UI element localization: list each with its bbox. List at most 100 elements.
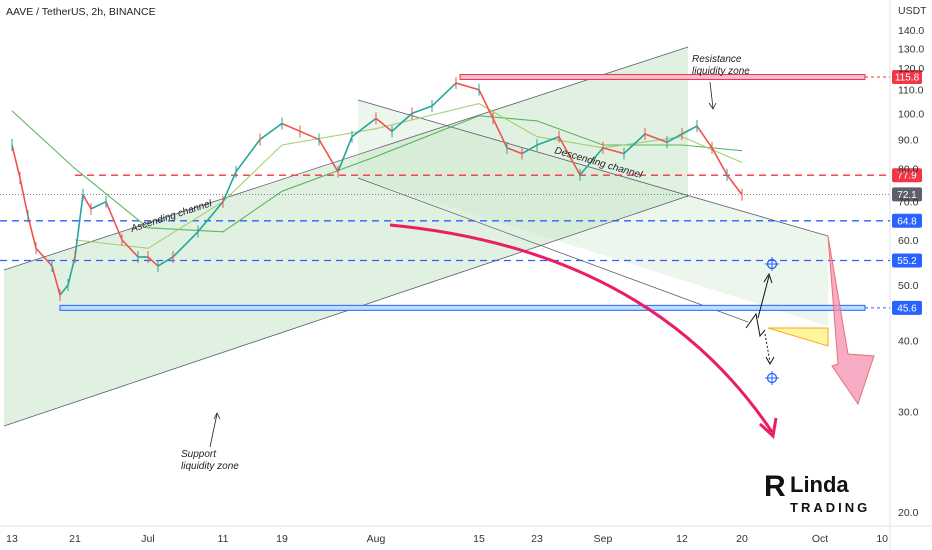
price-segment-39	[623, 133, 646, 155]
price-segment-34	[521, 144, 538, 155]
ascending-channel-top	[3, 46, 689, 271]
logo-monogram: R	[764, 470, 786, 503]
price-segment-6	[59, 284, 69, 296]
resistance-pointer-head	[708, 102, 717, 110]
y-tick-9: 50.0	[898, 280, 919, 292]
x-tick-7: 23	[531, 533, 543, 545]
scenario-zigzag	[745, 312, 766, 338]
projection-arrow	[827, 235, 875, 406]
logo-name: Linda	[790, 472, 849, 497]
bearish-curve-arrowhead	[758, 417, 778, 439]
y-tick-4: 100.0	[898, 108, 924, 120]
chart-title: AAVE / TetherUS, 2h, BINANCE	[6, 6, 156, 18]
ascending-channel-bottom	[3, 195, 689, 427]
level-45-6-tag	[892, 300, 922, 315]
x-tick-0: 13	[6, 533, 18, 545]
level-45-6-tag-label: 45.6	[897, 303, 917, 314]
y-tick-0: 140.0	[898, 25, 924, 37]
price-segment-4	[35, 247, 53, 267]
x-tick-8: Sep	[594, 533, 613, 545]
level-115-8-tag	[892, 70, 922, 85]
price-segment-11	[105, 201, 123, 241]
price-segment-7	[67, 256, 76, 286]
scenario-up-arrowhead	[763, 272, 773, 284]
price-segment-29	[431, 82, 457, 107]
x-tick-11: Oct	[812, 533, 828, 545]
resistance-pointer	[709, 81, 714, 109]
level-115-8-tag-label: 115.8	[895, 73, 920, 84]
y-tick-1: 130.0	[898, 43, 924, 55]
price-segment-38	[602, 147, 625, 155]
price-segment-35	[536, 135, 560, 146]
y-tick-8: 60.0	[898, 235, 919, 247]
scenario-up-arrow	[757, 275, 770, 319]
price-segment-42	[681, 125, 698, 135]
x-tick-3: 11	[218, 533, 229, 545]
moving-average-2	[74, 103, 743, 249]
price-segment-25	[351, 117, 377, 138]
price-segment-33	[506, 147, 523, 155]
support-zone-label-line1: Support	[181, 449, 217, 460]
logo-tagline: TRADING	[790, 500, 870, 515]
price-segment-40	[644, 133, 668, 143]
price-segment-27	[391, 112, 413, 132]
y-tick-6: 80.0	[898, 164, 919, 176]
price-segment-14	[147, 256, 159, 267]
y-tick-2: 120.0	[898, 63, 924, 75]
price-segment-37	[579, 147, 604, 176]
x-tick-12: 10	[876, 533, 888, 545]
x-tick-6: 15	[473, 533, 485, 545]
scenario-down-arrowhead	[765, 356, 775, 366]
level-55-2-tag-label: 55.2	[897, 256, 917, 267]
price-segment-44	[711, 147, 728, 176]
price-segment-3	[27, 216, 37, 249]
price-segment-36	[558, 136, 581, 176]
price-segment-9	[82, 194, 92, 210]
level-77-9-tag	[892, 168, 922, 183]
level-115-8-zone	[459, 74, 866, 81]
x-tick-2: Jul	[141, 533, 154, 545]
price-segment-31	[478, 89, 494, 119]
price-segment-21	[281, 122, 301, 133]
price-segment-8	[74, 194, 84, 258]
ascending-channel-fill	[4, 47, 688, 426]
price-segment-2	[19, 177, 29, 217]
price-segment-26	[375, 117, 393, 132]
price-segment-23	[318, 139, 339, 173]
brand-logo: R Linda TRADING	[764, 470, 870, 515]
x-tick-1: 21	[69, 533, 81, 545]
level-77-9-tag-label: 77.9	[897, 171, 917, 182]
y-tick-11: 30.0	[898, 407, 919, 419]
price-segment-1	[11, 144, 21, 179]
level-64-8-tag	[892, 213, 922, 228]
bearish-curve-arrow	[389, 223, 774, 433]
scenario-down-arrow	[764, 333, 771, 363]
descending-channel-fill	[358, 100, 828, 326]
price-segment-16	[172, 231, 199, 258]
x-tick-4: 19	[276, 533, 288, 545]
support-pointer	[209, 413, 218, 448]
level-72-1-tag-label: 72.1	[897, 190, 917, 201]
price-segment-32	[492, 118, 508, 149]
resistance-zone-label-line1: Resistance	[692, 54, 742, 65]
price-segment-28	[411, 105, 433, 115]
x-tick-5: Aug	[367, 533, 386, 545]
y-tick-3: 110.0	[898, 85, 924, 97]
moving-average-1	[11, 110, 743, 233]
price-segment-12	[121, 239, 139, 258]
resistance-zone-label-line2: liquidity zone	[692, 66, 750, 77]
price-segment-19	[235, 138, 261, 173]
y-axis-unit: USDT	[898, 5, 927, 17]
descending-channel-bottom	[357, 177, 749, 323]
level-45-6-zone	[59, 304, 866, 311]
price-segment-18	[222, 171, 237, 203]
descending-channel-top	[357, 99, 829, 237]
price-segment-17	[197, 201, 224, 233]
x-tick-10: 20	[736, 533, 748, 545]
y-tick-7: 70.0	[898, 197, 919, 209]
level-72-1-tag	[892, 187, 922, 202]
support-pointer-head	[213, 412, 221, 420]
price-segment-30	[455, 82, 480, 91]
